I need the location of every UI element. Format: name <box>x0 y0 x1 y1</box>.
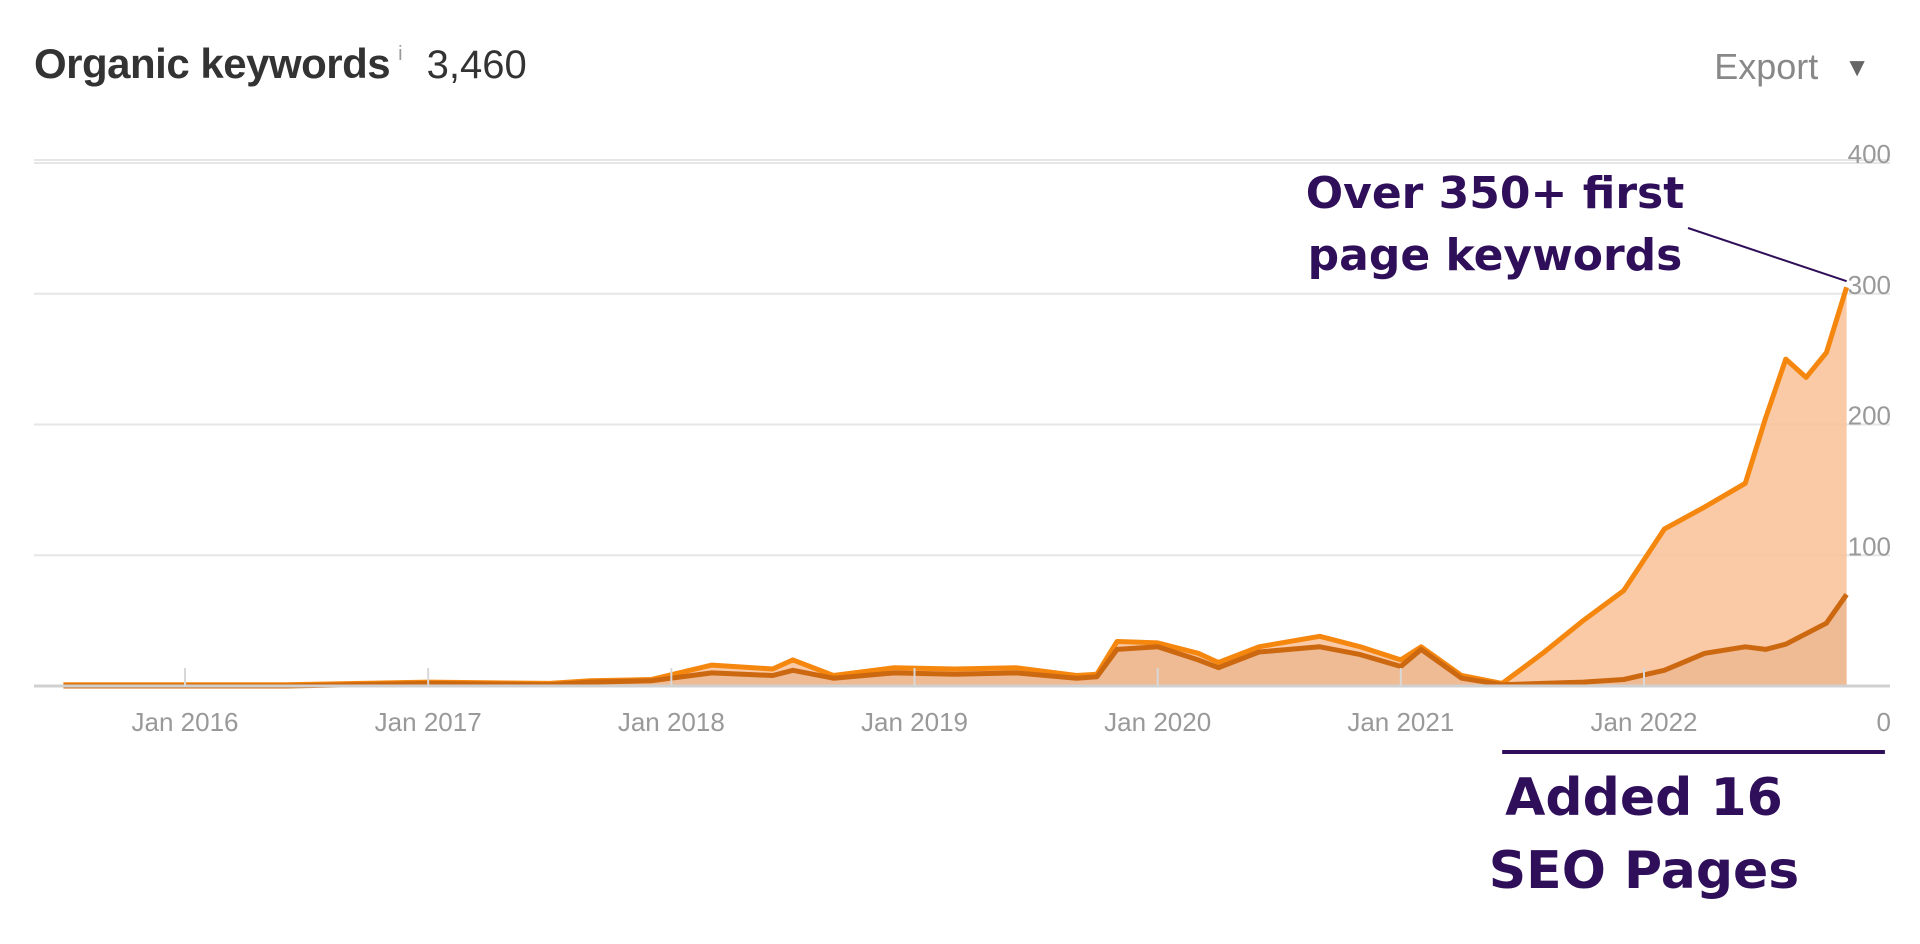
info-icon[interactable]: i <box>398 43 403 65</box>
export-button[interactable]: Export ▼ <box>1714 46 1870 88</box>
x-tick-label-2019: Jan 2019 <box>861 707 968 737</box>
peak-annotation-line2: page keywords <box>1308 230 1683 281</box>
period-annotation: Added 16 SEO Pages <box>1489 750 1885 901</box>
line-top_positions <box>63 286 1849 688</box>
area-top_positions <box>63 287 1847 686</box>
gridlines <box>34 159 1890 557</box>
x-tick-label-2022: Jan 2022 <box>1591 707 1698 737</box>
peak-annotation-line1: Over 350+ first <box>1306 168 1685 219</box>
axes: 0 100 200 300 400 Jan 2016 Jan 2017 Jan 2018 Jan… <box>34 139 1891 737</box>
series-areas <box>63 287 1847 686</box>
chart-header: Organic keywords i 3,460 <box>34 40 527 100</box>
export-label: Export <box>1714 46 1819 87</box>
y-tick-label-0: 0 <box>1877 707 1891 737</box>
x-tick-label-2020: Jan 2020 <box>1104 707 1211 737</box>
area-other_positions <box>63 594 1847 686</box>
peak-annotation: Over 350+ first page keywords <box>1306 168 1847 283</box>
y-tick-label-200: 200 <box>1848 401 1891 431</box>
period-annotation-line1: Added 16 <box>1505 768 1783 828</box>
period-annotation-line2: SEO Pages <box>1489 841 1800 901</box>
keyword-count: 3,460 <box>426 43 527 87</box>
y-tick-label-300: 300 <box>1848 270 1891 300</box>
series-lines <box>63 286 1849 689</box>
y-tick-label-400: 400 <box>1848 139 1891 169</box>
chevron-down-icon: ▼ <box>1844 51 1870 82</box>
x-tick-label-2017: Jan 2017 <box>375 707 482 737</box>
line-other_positions <box>63 593 1849 689</box>
x-tick-label-2016: Jan 2016 <box>132 707 239 737</box>
x-tick-label-2021: Jan 2021 <box>1347 707 1454 737</box>
peak-pointer-line <box>1687 227 1847 283</box>
x-tick-label-2018: Jan 2018 <box>618 707 725 737</box>
y-tick-label-100: 100 <box>1848 531 1891 561</box>
chart-title: Organic keywords <box>34 40 391 87</box>
